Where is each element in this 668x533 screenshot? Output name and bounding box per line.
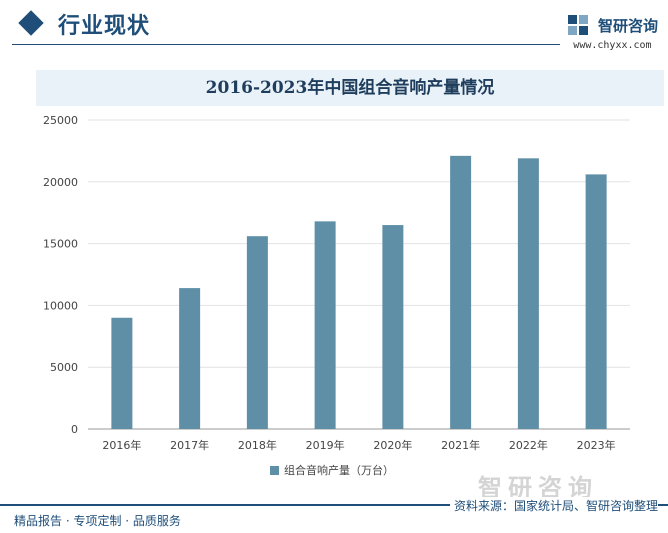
header-title: 行业现状 xyxy=(58,14,151,39)
x-tick-label: 2016年 xyxy=(102,438,141,452)
legend-label: 组合音响产量（万台） xyxy=(284,463,394,477)
bar xyxy=(111,317,133,429)
page-header: 行业现状 智研咨询 www.chyxx.com xyxy=(0,0,668,51)
x-tick-label: 2021年 xyxy=(441,438,480,452)
x-tick-label: 2020年 xyxy=(373,438,412,452)
bar xyxy=(585,174,607,429)
logo-name: 智研咨询 xyxy=(597,16,658,35)
logo: 智研咨询 www.chyxx.com xyxy=(567,14,658,51)
y-tick-label: 20000 xyxy=(43,176,78,189)
y-tick-label: 15000 xyxy=(43,238,78,251)
bar xyxy=(179,288,201,429)
footer-source: 资料来源：国家统计局、智研咨询整理 xyxy=(449,497,658,514)
y-tick-label: 5000 xyxy=(50,361,78,374)
chart-title-band: 2016-2023年中国组合音响产量情况 xyxy=(36,70,664,106)
footer-divider xyxy=(0,504,668,506)
chart-title: 2016-2023年中国组合音响产量情况 xyxy=(205,78,495,98)
x-tick-label: 2023年 xyxy=(577,438,616,452)
x-tick-label: 2018年 xyxy=(238,438,277,452)
bar xyxy=(450,155,472,429)
y-tick-label: 25000 xyxy=(43,114,78,127)
header-diamond-icon xyxy=(18,10,44,36)
logo-url: www.chyxx.com xyxy=(573,40,652,51)
bar xyxy=(517,158,539,430)
bar-chart: 0 5000 10000 15000 20000 25000 2016年 2017年 2018年… xyxy=(43,114,630,477)
bar xyxy=(314,221,336,429)
bar xyxy=(382,225,404,429)
footer-tagline: 精品报告 · 专项定制 · 品质服务 xyxy=(14,514,181,528)
x-tick-label: 2019年 xyxy=(306,438,345,452)
x-tick-label: 2017年 xyxy=(170,438,209,452)
y-tick-label: 0 xyxy=(71,423,78,436)
legend-swatch xyxy=(270,466,279,475)
bar xyxy=(246,236,268,429)
header-divider xyxy=(12,44,560,45)
logo-icon xyxy=(567,15,588,35)
x-tick-label: 2022年 xyxy=(509,438,548,452)
y-tick-label: 10000 xyxy=(43,299,78,312)
